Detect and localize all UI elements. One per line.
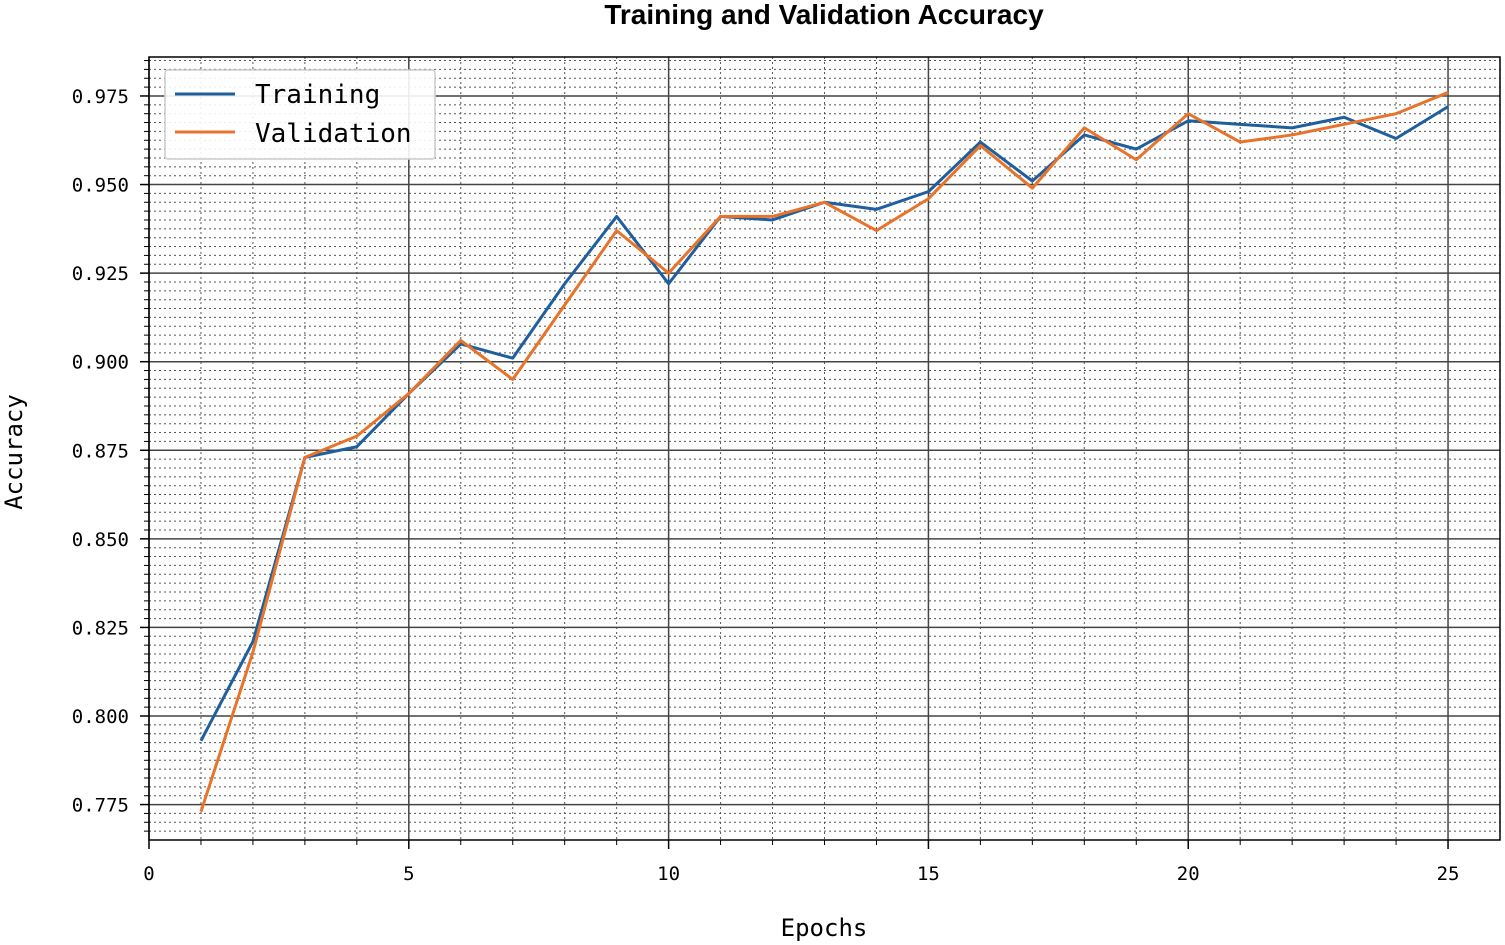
x-tick-label: 25 bbox=[1437, 863, 1460, 885]
legend: Training Validation bbox=[164, 69, 436, 160]
axis-ticks bbox=[140, 60, 1449, 849]
legend-box bbox=[164, 69, 436, 160]
series-layer bbox=[199, 91, 1449, 813]
legend-validation-label: Validation bbox=[255, 119, 412, 149]
x-axis-label: Epochs bbox=[781, 914, 868, 942]
y-tick-label: 0.975 bbox=[72, 86, 129, 108]
y-tick-label: 0.950 bbox=[72, 175, 129, 197]
y-tick-labels: 0.775 0.800 0.825 0.850 0.875 0.900 0.925 0.950… bbox=[72, 86, 129, 817]
x-tick-label: 5 bbox=[403, 863, 414, 885]
x-tick-labels: 0 5 10 15 20 25 bbox=[143, 863, 1459, 885]
y-tick-label: 0.775 bbox=[72, 795, 129, 817]
x-tick-label: 15 bbox=[917, 863, 940, 885]
y-tick-label: 0.825 bbox=[72, 617, 129, 639]
x-tick-label: 0 bbox=[143, 863, 154, 885]
y-tick-label: 0.875 bbox=[72, 440, 129, 462]
major-grid bbox=[148, 57, 1500, 840]
y-tick-label: 0.925 bbox=[72, 263, 129, 285]
y-axis-label: Accuracy bbox=[0, 394, 28, 510]
series-line-validation bbox=[199, 91, 1449, 813]
y-tick-label: 0.900 bbox=[72, 352, 129, 374]
chart-title: Training and Validation Accuracy bbox=[604, 0, 1044, 30]
y-tick-label: 0.800 bbox=[72, 706, 129, 728]
y-tick-label: 0.850 bbox=[72, 529, 129, 551]
x-tick-label: 20 bbox=[1177, 863, 1200, 885]
legend-training-label: Training bbox=[255, 80, 380, 110]
x-tick-label: 10 bbox=[657, 863, 680, 885]
